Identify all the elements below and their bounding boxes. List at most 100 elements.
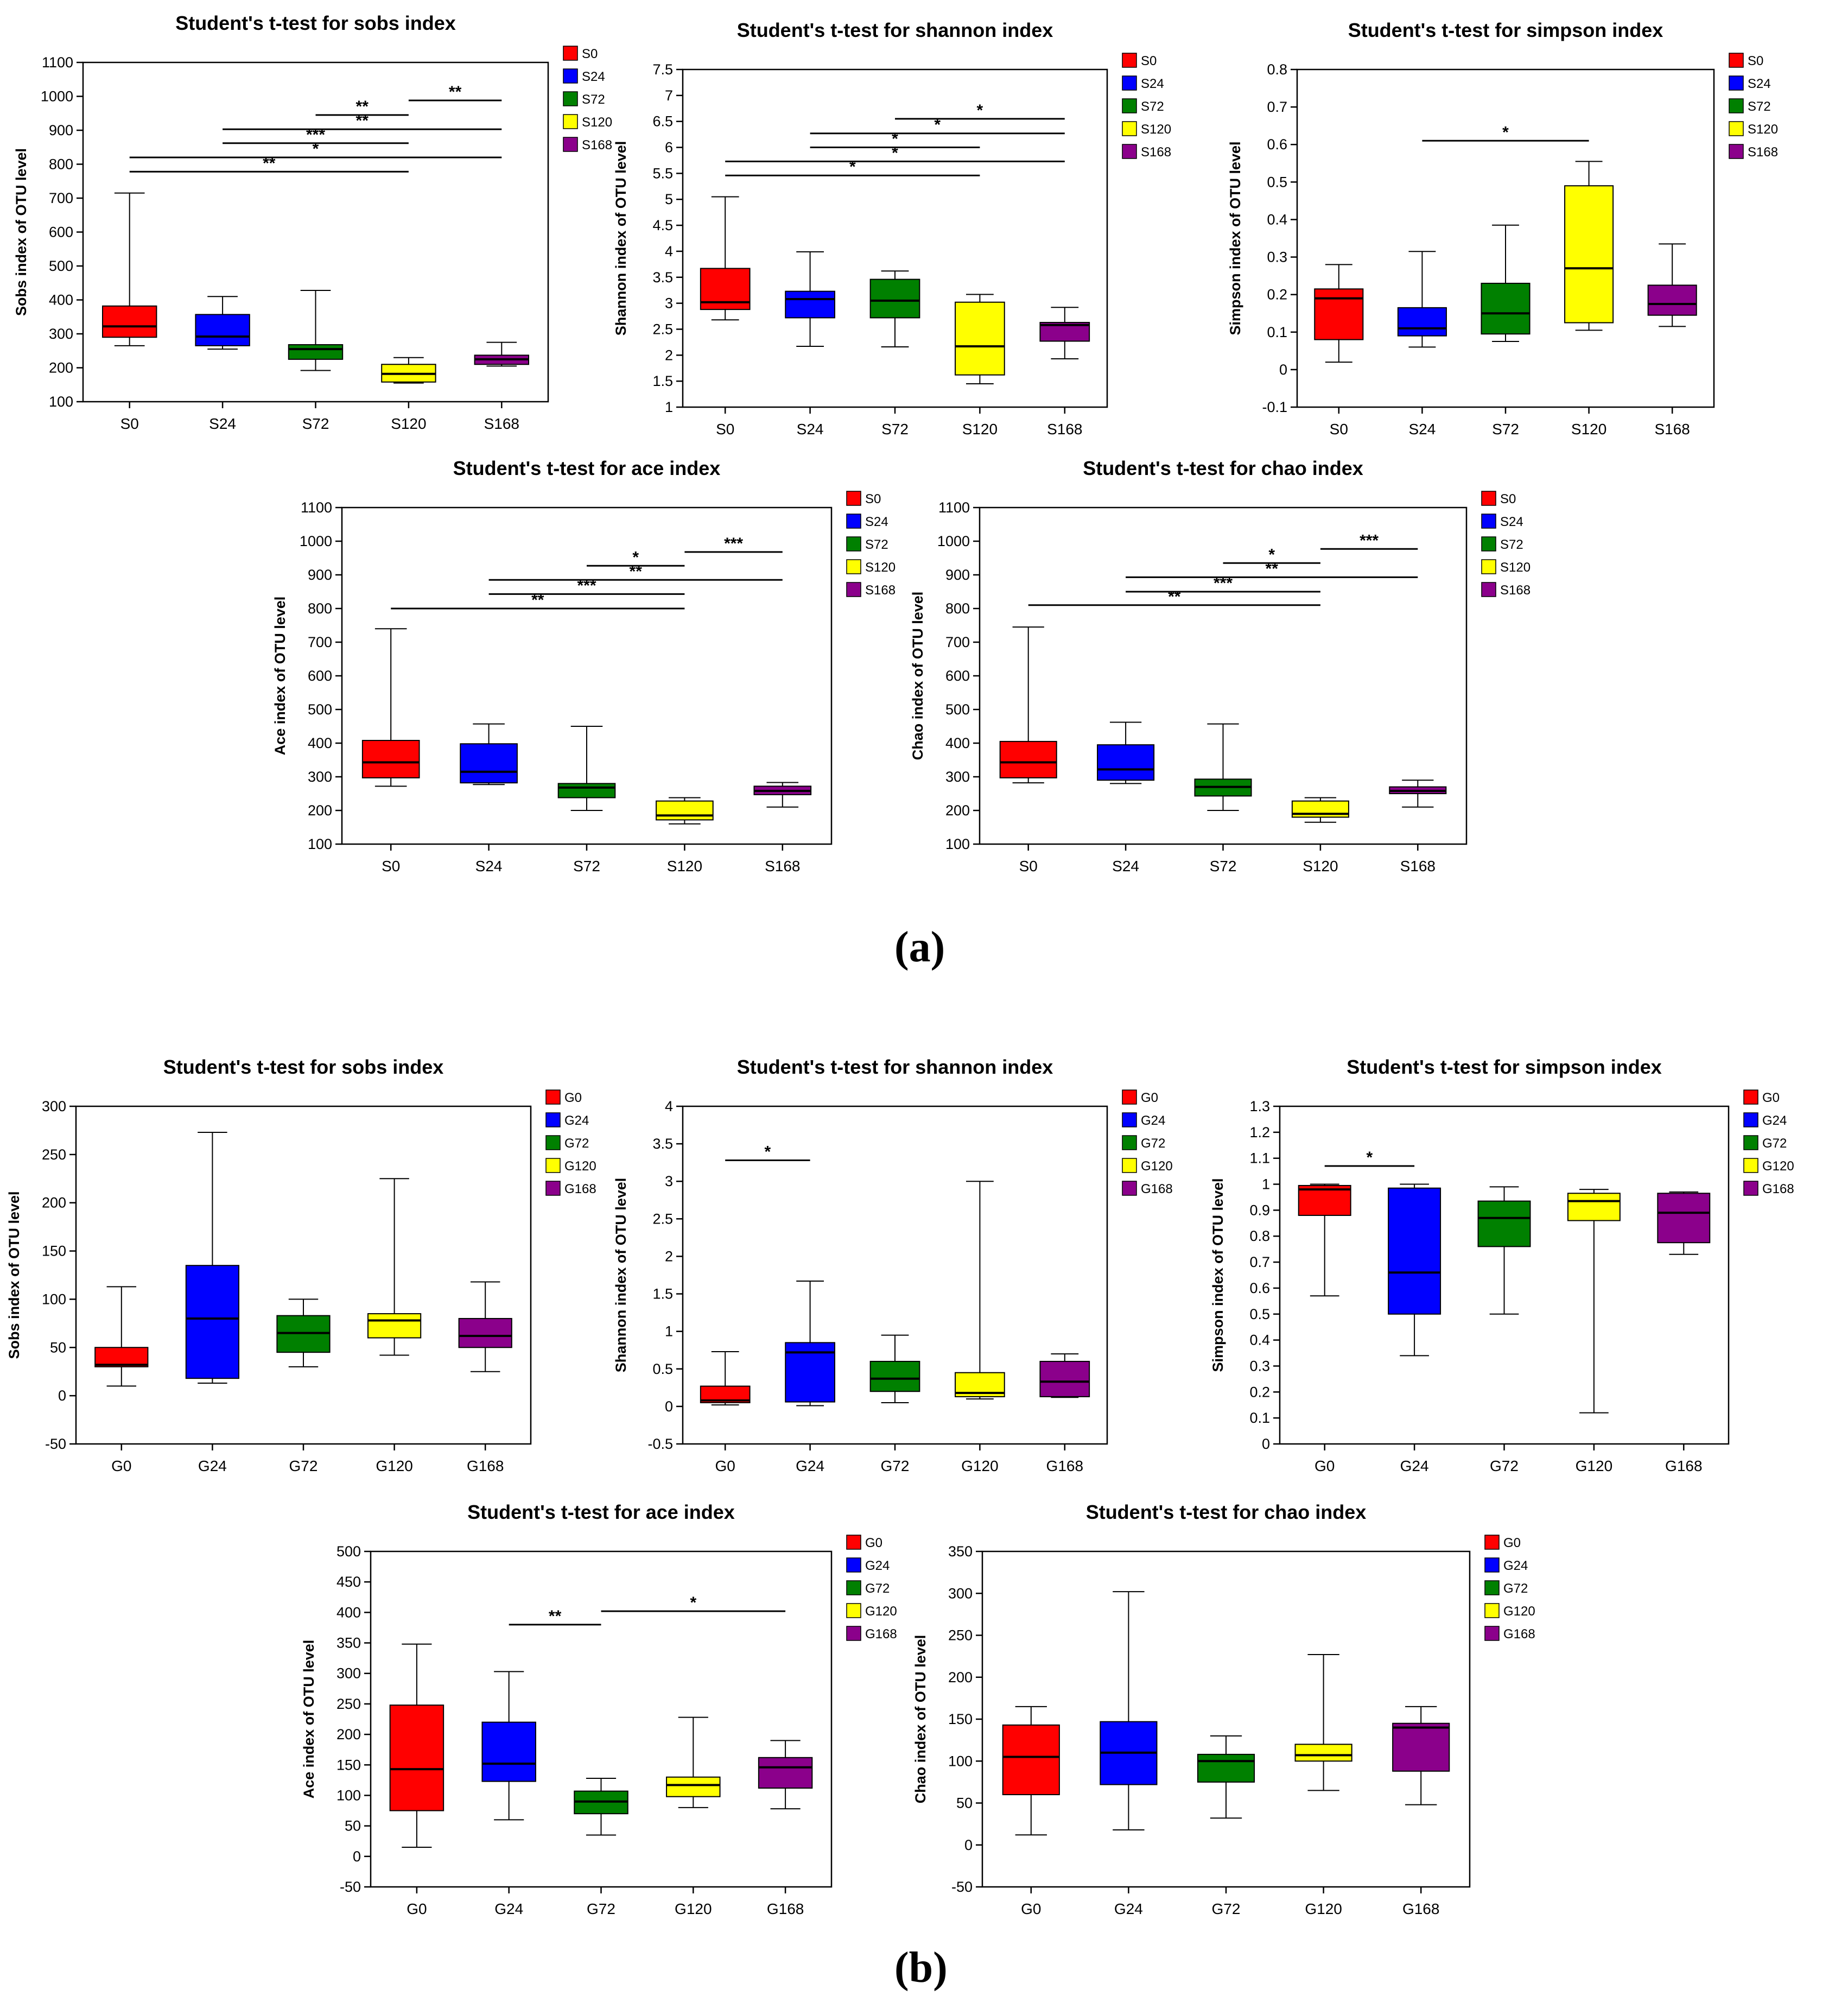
- box-G0: [1002, 1724, 1060, 1796]
- legend-label: S0: [582, 47, 598, 61]
- box-S0: [700, 268, 751, 311]
- legend-swatch: [1743, 1158, 1758, 1173]
- chart-title: Student's t-test for simpson index: [1348, 19, 1663, 41]
- x-tick-label: S72: [881, 421, 909, 438]
- legend-swatch: [846, 1626, 861, 1641]
- x-tick-label: G0: [407, 1900, 427, 1917]
- legend-label: G168: [1141, 1182, 1173, 1196]
- significance-label: *: [1502, 123, 1509, 141]
- y-tick-label: 1: [665, 399, 673, 415]
- y-axis-label: Sobs index of OTU level: [13, 148, 29, 316]
- legend-label: G120: [865, 1604, 897, 1619]
- box-G24: [1388, 1187, 1441, 1315]
- legend-swatch: [1122, 121, 1137, 136]
- legend-swatch: [563, 137, 578, 152]
- y-tick-label: 0.5: [1267, 174, 1287, 190]
- significance-label: **: [531, 591, 544, 609]
- y-tick-label: 200: [945, 802, 970, 819]
- y-tick-label: 100: [49, 394, 73, 410]
- legend-label: S168: [582, 138, 612, 153]
- x-tick-label: S72: [1210, 858, 1237, 875]
- legend-swatch: [1122, 1135, 1137, 1150]
- box-S24: [1397, 307, 1447, 337]
- legend-label: S72: [582, 92, 605, 107]
- legend-swatch: [563, 46, 578, 61]
- y-tick-label: 50: [50, 1339, 66, 1355]
- y-tick-label: 0.7: [1267, 99, 1287, 115]
- box-S24: [195, 314, 250, 346]
- x-tick-label: G120: [675, 1900, 712, 1917]
- legend-label: S0: [865, 492, 881, 506]
- legend-swatch: [1743, 1112, 1758, 1127]
- y-tick-label: 900: [49, 122, 73, 138]
- y-tick-label: 700: [945, 634, 970, 650]
- y-axis-label: Ace index of OTU level: [272, 597, 288, 756]
- significance-label: *: [849, 158, 856, 176]
- y-tick-label: 150: [42, 1243, 66, 1259]
- legend-swatch: [563, 68, 578, 84]
- legend-label: S168: [1141, 145, 1171, 160]
- y-tick-label: 6.5: [652, 113, 673, 130]
- y-tick-label: 200: [42, 1195, 66, 1211]
- legend-label: G72: [564, 1136, 589, 1151]
- y-tick-label: 0: [353, 1848, 361, 1865]
- significance-label: *: [934, 116, 941, 134]
- y-tick-label: 200: [49, 360, 73, 376]
- legend-swatch: [1481, 491, 1496, 506]
- legend-swatch: [1484, 1603, 1500, 1618]
- legend-label: G72: [1503, 1581, 1528, 1596]
- y-tick-label: 50: [345, 1818, 361, 1834]
- legend-label: G0: [865, 1536, 882, 1550]
- legend-label: G24: [865, 1558, 890, 1573]
- y-axis-label: Chao index of OTU level: [912, 1635, 929, 1804]
- chart-title: Student's t-test for shannon index: [737, 19, 1053, 41]
- significance-label: ***: [306, 126, 325, 144]
- y-tick-label: 7: [665, 87, 673, 104]
- box-S24: [460, 743, 518, 784]
- chart-title: Student's t-test for shannon index: [737, 1056, 1053, 1078]
- x-tick-label: G0: [111, 1458, 131, 1474]
- legend-label: S168: [1500, 583, 1531, 598]
- x-tick-label: G24: [796, 1458, 824, 1474]
- chart-2: Student's t-test for simpson index Simpso…: [1227, 19, 1778, 438]
- legend-swatch: [545, 1089, 561, 1105]
- legend-label: G24: [564, 1113, 589, 1128]
- legend-label: G120: [1503, 1604, 1535, 1619]
- x-tick-label: G72: [881, 1458, 910, 1474]
- legend-label: G120: [564, 1159, 596, 1174]
- significance-label: **: [1266, 560, 1279, 578]
- legend-swatch: [1484, 1535, 1500, 1550]
- legend-label: S168: [865, 583, 896, 598]
- significance-label: *: [313, 140, 319, 158]
- significance-label: ***: [1214, 574, 1233, 592]
- y-tick-label: 7.5: [652, 61, 673, 78]
- y-tick-label: 100: [308, 836, 332, 852]
- significance-label: **: [449, 83, 462, 101]
- y-tick-label: 400: [308, 735, 332, 751]
- y-tick-label: 0.5: [1249, 1306, 1270, 1322]
- y-tick-label: 150: [948, 1711, 973, 1727]
- y-tick-label: 100: [948, 1753, 973, 1769]
- legend-swatch: [846, 1580, 861, 1595]
- box-S24: [785, 290, 835, 319]
- box-G24: [185, 1265, 240, 1379]
- legend-swatch: [1729, 75, 1744, 91]
- legend-label: S0: [1141, 54, 1157, 68]
- chart-1: Student's t-test for shannon index Shanno…: [613, 19, 1171, 438]
- y-tick-label: 150: [336, 1757, 361, 1773]
- y-tick-label: 200: [336, 1726, 361, 1742]
- legend-swatch: [846, 1603, 861, 1618]
- y-tick-label: 450: [336, 1574, 361, 1590]
- y-tick-label: 1000: [937, 533, 970, 549]
- y-tick-label: 0.8: [1267, 61, 1287, 78]
- y-tick-label: 2: [665, 347, 673, 363]
- y-tick-label: 0.6: [1249, 1280, 1270, 1296]
- x-tick-label: S24: [797, 421, 824, 438]
- chart-title: Student's t-test for ace index: [453, 457, 721, 479]
- x-tick-label: S168: [765, 858, 800, 875]
- y-tick-label: 1100: [938, 499, 970, 516]
- y-axis-label: Sobs index of OTU level: [6, 1191, 22, 1359]
- box-G120: [1567, 1193, 1621, 1221]
- y-tick-label: 5: [665, 191, 673, 207]
- significance-label: **: [356, 112, 369, 130]
